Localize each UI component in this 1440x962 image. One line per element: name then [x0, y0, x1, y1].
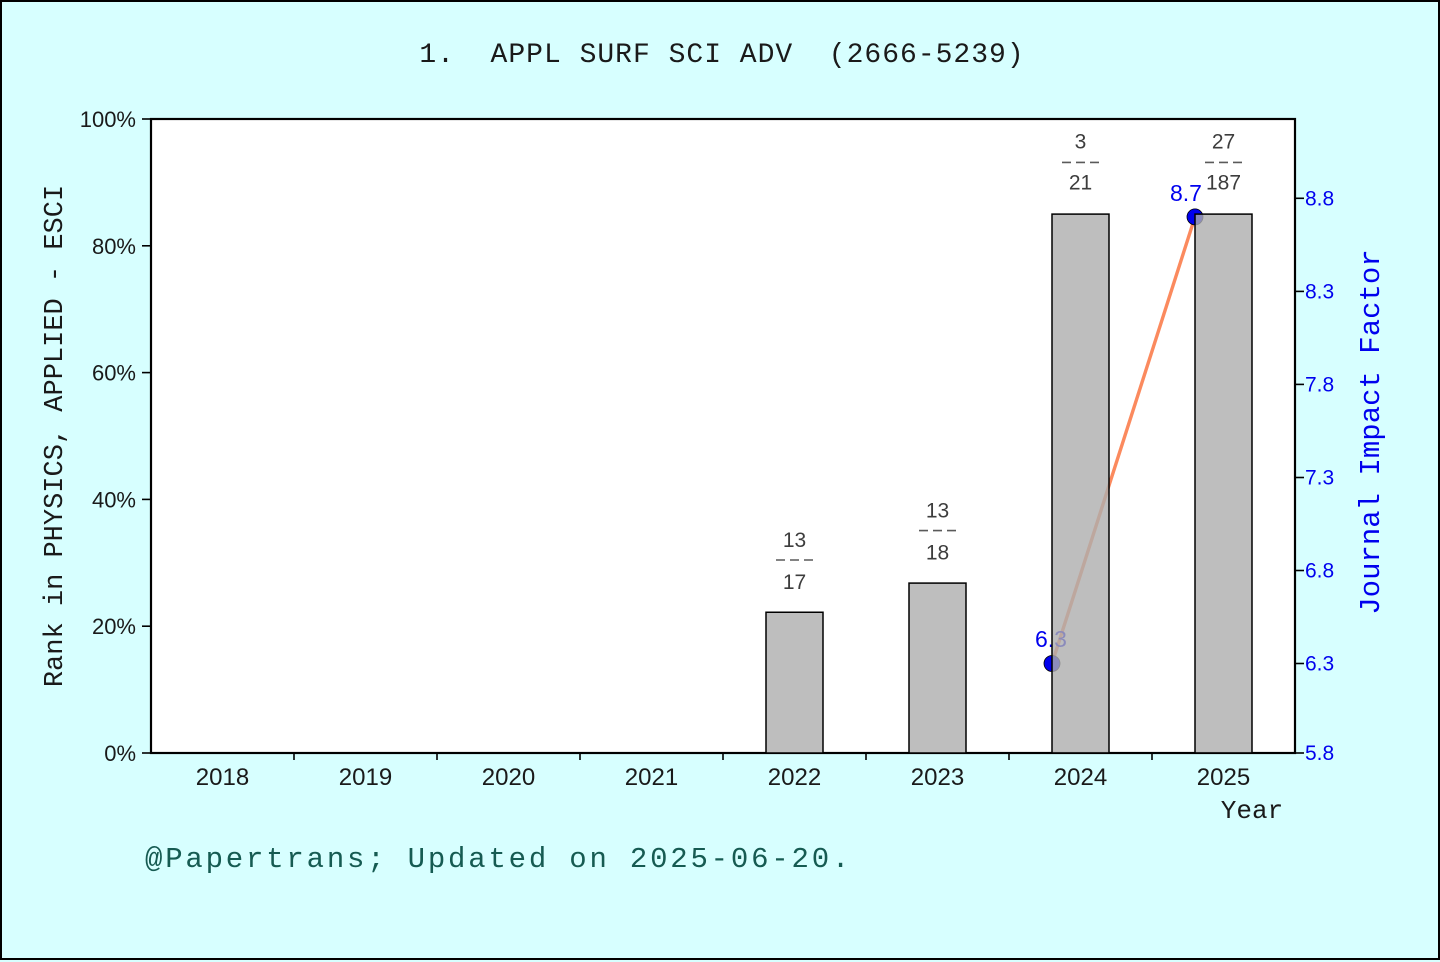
svg-text:8.8: 8.8: [1305, 188, 1334, 211]
svg-text:2024: 2024: [1054, 764, 1107, 791]
svg-text:2025: 2025: [1197, 764, 1250, 791]
svg-text:2021: 2021: [625, 764, 678, 791]
svg-text:3: 3: [1075, 130, 1087, 153]
svg-text:8.3: 8.3: [1305, 281, 1334, 304]
svg-text:27: 27: [1212, 130, 1235, 153]
svg-text:18: 18: [926, 542, 949, 565]
svg-text:13: 13: [783, 529, 806, 552]
svg-text:40%: 40%: [92, 487, 136, 512]
svg-text:2022: 2022: [768, 764, 821, 791]
svg-text:Journal Impact Factor: Journal Impact Factor: [1355, 249, 1388, 614]
svg-text:13: 13: [926, 499, 949, 522]
svg-text:2020: 2020: [482, 764, 535, 791]
svg-text:100%: 100%: [80, 107, 136, 132]
svg-text:2019: 2019: [339, 764, 392, 791]
svg-text:2018: 2018: [196, 764, 249, 791]
svg-text:7.3: 7.3: [1305, 467, 1334, 490]
svg-text:80%: 80%: [92, 234, 136, 259]
svg-text:60%: 60%: [92, 361, 136, 386]
svg-text:5.8: 5.8: [1305, 742, 1334, 765]
svg-text:2023: 2023: [911, 764, 964, 791]
svg-text:21: 21: [1069, 172, 1092, 195]
svg-text:20%: 20%: [92, 614, 136, 639]
svg-text:187: 187: [1206, 172, 1241, 195]
svg-text:17: 17: [783, 571, 806, 594]
svg-text:0%: 0%: [104, 741, 136, 766]
svg-text:8.7: 8.7: [1170, 180, 1202, 206]
svg-text:Year: Year: [1221, 796, 1283, 826]
svg-text:6.8: 6.8: [1305, 560, 1334, 583]
svg-text:@Papertrans; Updated on 2025-0: @Papertrans; Updated on 2025-06-20.: [145, 843, 852, 876]
svg-text:7.8: 7.8: [1305, 374, 1334, 397]
svg-text:Rank in PHYSICS, APPLIED - ESC: Rank in PHYSICS, APPLIED - ESCI: [41, 185, 71, 687]
svg-text:6.3: 6.3: [1305, 653, 1334, 676]
